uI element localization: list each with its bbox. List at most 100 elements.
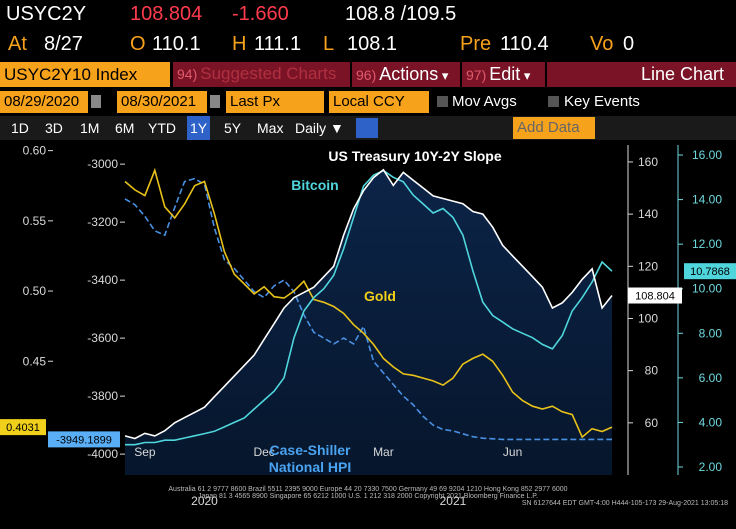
y-tick-label: -3600 [87, 331, 118, 345]
y-tick-label: 12.00 [692, 237, 722, 251]
menu-number: 94) [177, 66, 198, 82]
y-tick-label: 8.00 [699, 326, 723, 340]
calendar-icon[interactable] [91, 95, 101, 108]
calendar-icon[interactable] [210, 95, 220, 108]
last-value-label: 0.4031 [6, 422, 40, 434]
quote-value: 8/27 [44, 33, 83, 55]
quote-label: Vo [590, 33, 614, 55]
period[interactable]: 1M [80, 120, 100, 136]
x-tick-label: Dec [253, 445, 274, 459]
y-tick-label: 80 [645, 364, 659, 378]
menu-label: Edit [489, 64, 521, 84]
y-tick-label: 4.00 [699, 415, 723, 429]
y-tick-label: 0.55 [23, 214, 47, 228]
y-tick-label: -3400 [87, 273, 118, 287]
footer-text: Australia 61 2 9777 8600 Brazil 5511 239… [168, 486, 567, 493]
annotation: Case-Shiller [270, 442, 351, 458]
checkbox[interactable] [437, 96, 448, 107]
quote-value: 110.4 [500, 33, 549, 55]
y-tick-label: 0.45 [23, 354, 47, 368]
menu-item[interactable]: 94) Suggested Charts [173, 62, 350, 87]
y-tick-label: 6.00 [699, 371, 723, 385]
chart-type[interactable]: Line Chart [547, 62, 736, 87]
menu-number: 97) [466, 67, 487, 83]
x-year-label: 2021 [440, 494, 467, 508]
y-tick-label: 2.00 [699, 460, 723, 474]
period[interactable]: Max [257, 120, 284, 136]
key-events: Key Events [564, 93, 640, 110]
period[interactable]: 5Y [224, 120, 242, 136]
menu-label: Actions [379, 64, 439, 84]
quote-value: 110.1 [152, 33, 201, 55]
checkbox[interactable] [548, 96, 559, 107]
annotation: US Treasury 10Y-2Y Slope [328, 148, 501, 164]
ticker: USYC2Y [6, 3, 87, 25]
y-tick-label: 140 [638, 207, 658, 221]
last-value-label: -3949.1899 [56, 434, 112, 446]
last-value-box [0, 419, 46, 436]
y-tick-label: 160 [638, 155, 658, 169]
menu-number: 96) [356, 67, 377, 83]
add-data[interactable]: Add Data [513, 117, 595, 139]
line-tool[interactable] [356, 118, 378, 138]
period[interactable]: YTD [148, 120, 176, 136]
end-date[interactable]: 08/30/2021 [117, 91, 207, 113]
y-tick-label: 0.50 [23, 284, 47, 298]
period[interactable]: 6M [115, 120, 135, 136]
line [124, 167, 613, 439]
quote-value: 108.1 [347, 33, 398, 55]
security[interactable]: USYC2Y10 Index [0, 62, 170, 87]
area [125, 169, 612, 476]
period[interactable]: 1D [11, 120, 29, 136]
y-tick-label: 10.00 [692, 282, 722, 296]
footer-text: Japan 81 3 4565 8900 Singapore 65 6212 1… [198, 493, 538, 500]
mov-avgs: Mov Avgs [452, 93, 517, 110]
y-tick-label: -3800 [87, 389, 118, 403]
menu-item[interactable]: 97) Edit ▾ [462, 62, 545, 87]
quote-value: 0 [623, 33, 635, 55]
bid-ask: 108.8 /109.5 [345, 3, 457, 25]
last-value-label: 10.7868 [690, 266, 730, 278]
x-tick-label: Mar [373, 445, 394, 459]
x-year-label: 2020 [191, 494, 218, 508]
quote-value: 111.1 [254, 33, 302, 55]
x-tick-label: Sep [134, 445, 156, 459]
dropdown-arrow: ▾ [438, 68, 449, 83]
line [124, 177, 612, 441]
frequency-label: Daily [295, 120, 327, 136]
period[interactable]: 3D [45, 120, 63, 136]
menu-label: Suggested Charts [200, 64, 337, 83]
footer-text: SN 6127644 EDT GMT-4:00 H444-105-173 29-… [522, 500, 728, 507]
annotation: Bitcoin [291, 177, 338, 193]
quote-label: L [323, 33, 335, 55]
change: -1.660 [232, 3, 289, 25]
x-tick-label: Jun [503, 445, 522, 459]
last-price: 108.804 [130, 3, 203, 25]
annotation: National HPI [269, 459, 351, 475]
period[interactable]: 1Y [187, 116, 211, 140]
dropdown-arrow: ▾ [520, 68, 531, 83]
line [125, 169, 613, 446]
annotation: Gold [364, 288, 396, 304]
start-date[interactable]: 08/29/2020 [0, 91, 88, 113]
quote-label: Pre [460, 33, 492, 55]
field[interactable]: Last Px [226, 91, 324, 113]
y-tick-label: 0.60 [23, 144, 47, 158]
quote-label: H [232, 33, 247, 55]
last-value-box [684, 263, 736, 280]
last-value-label: 108.804 [635, 291, 675, 303]
quote-label: At [8, 33, 27, 55]
last-value-box [628, 287, 682, 304]
last-value-box [48, 431, 120, 448]
menu-item[interactable]: 96) Actions ▾ [352, 62, 460, 87]
y-tick-label: 60 [645, 416, 659, 430]
frequency[interactable]: Daily ▼ [295, 120, 344, 136]
currency[interactable]: Local CCY [329, 91, 429, 113]
y-tick-label: -3200 [87, 215, 118, 229]
line [124, 168, 613, 440]
y-tick-label: -3000 [87, 157, 118, 171]
quote-label: O [130, 33, 146, 55]
y-tick-label: 100 [638, 311, 658, 325]
y-tick-label: 120 [638, 259, 658, 273]
